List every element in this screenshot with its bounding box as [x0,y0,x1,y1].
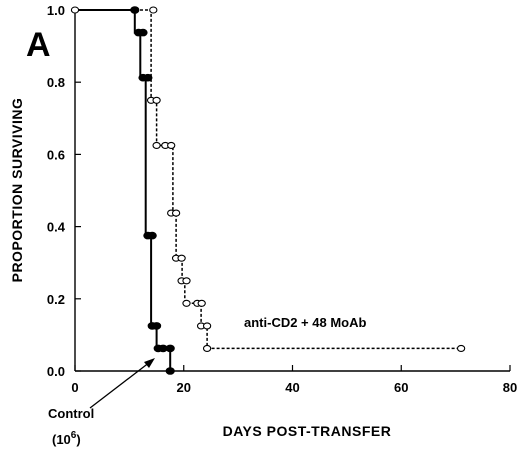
y-tick-label: 0.6 [47,147,65,162]
series-anti-cd2 [70,6,466,352]
panel-label: A [26,26,51,64]
data-point [202,322,212,330]
data-point [147,231,157,240]
series-control [75,6,175,375]
data-point [149,6,158,14]
data-point [152,96,161,104]
data-point [138,28,148,37]
series-line [75,9,172,371]
y-tick-label: 0.0 [47,364,65,379]
control-dose-exponent: 6 [71,430,77,441]
y-tick-label: 0.2 [47,292,65,307]
series-line [75,9,462,350]
control-label: Control [48,406,94,421]
axes: 0 20 40 60 80 0.0 0.2 0.4 0.6 0.8 1.0 [47,3,517,395]
series-label-anti-cd2: anti-CD2 + 48 MoAb [244,315,366,330]
x-tick-label: 20 [177,380,191,395]
y-tick-label: 1.0 [47,3,65,18]
x-tick-label: 80 [503,380,517,395]
data-point [167,141,176,149]
data-point [202,344,212,352]
data-point [177,254,186,262]
control-arrow [89,358,155,409]
data-point [70,6,80,14]
control-dose-close: ) [76,432,80,447]
x-axis-title: DAYS POST-TRANSFER [223,423,392,439]
series-layer [70,6,466,375]
data-point [165,367,175,375]
x-tick-label: 0 [71,380,78,395]
data-point [456,344,466,352]
data-point [152,141,161,149]
control-dose-base: (10 [52,432,71,447]
data-point [165,344,175,353]
x-tick-label: 40 [285,380,299,395]
control-dose-label: (106) [52,430,81,447]
y-axis-title: PROPORTION SURVIVING [9,98,25,283]
data-point [143,73,153,82]
x-tick-label: 60 [394,380,408,395]
data-point [197,299,206,307]
data-point [182,277,191,285]
y-tick-label: 0.8 [47,75,65,90]
data-point [182,299,191,307]
data-point [152,322,162,330]
y-tick-label: 0.4 [47,220,66,235]
data-point [171,209,181,217]
